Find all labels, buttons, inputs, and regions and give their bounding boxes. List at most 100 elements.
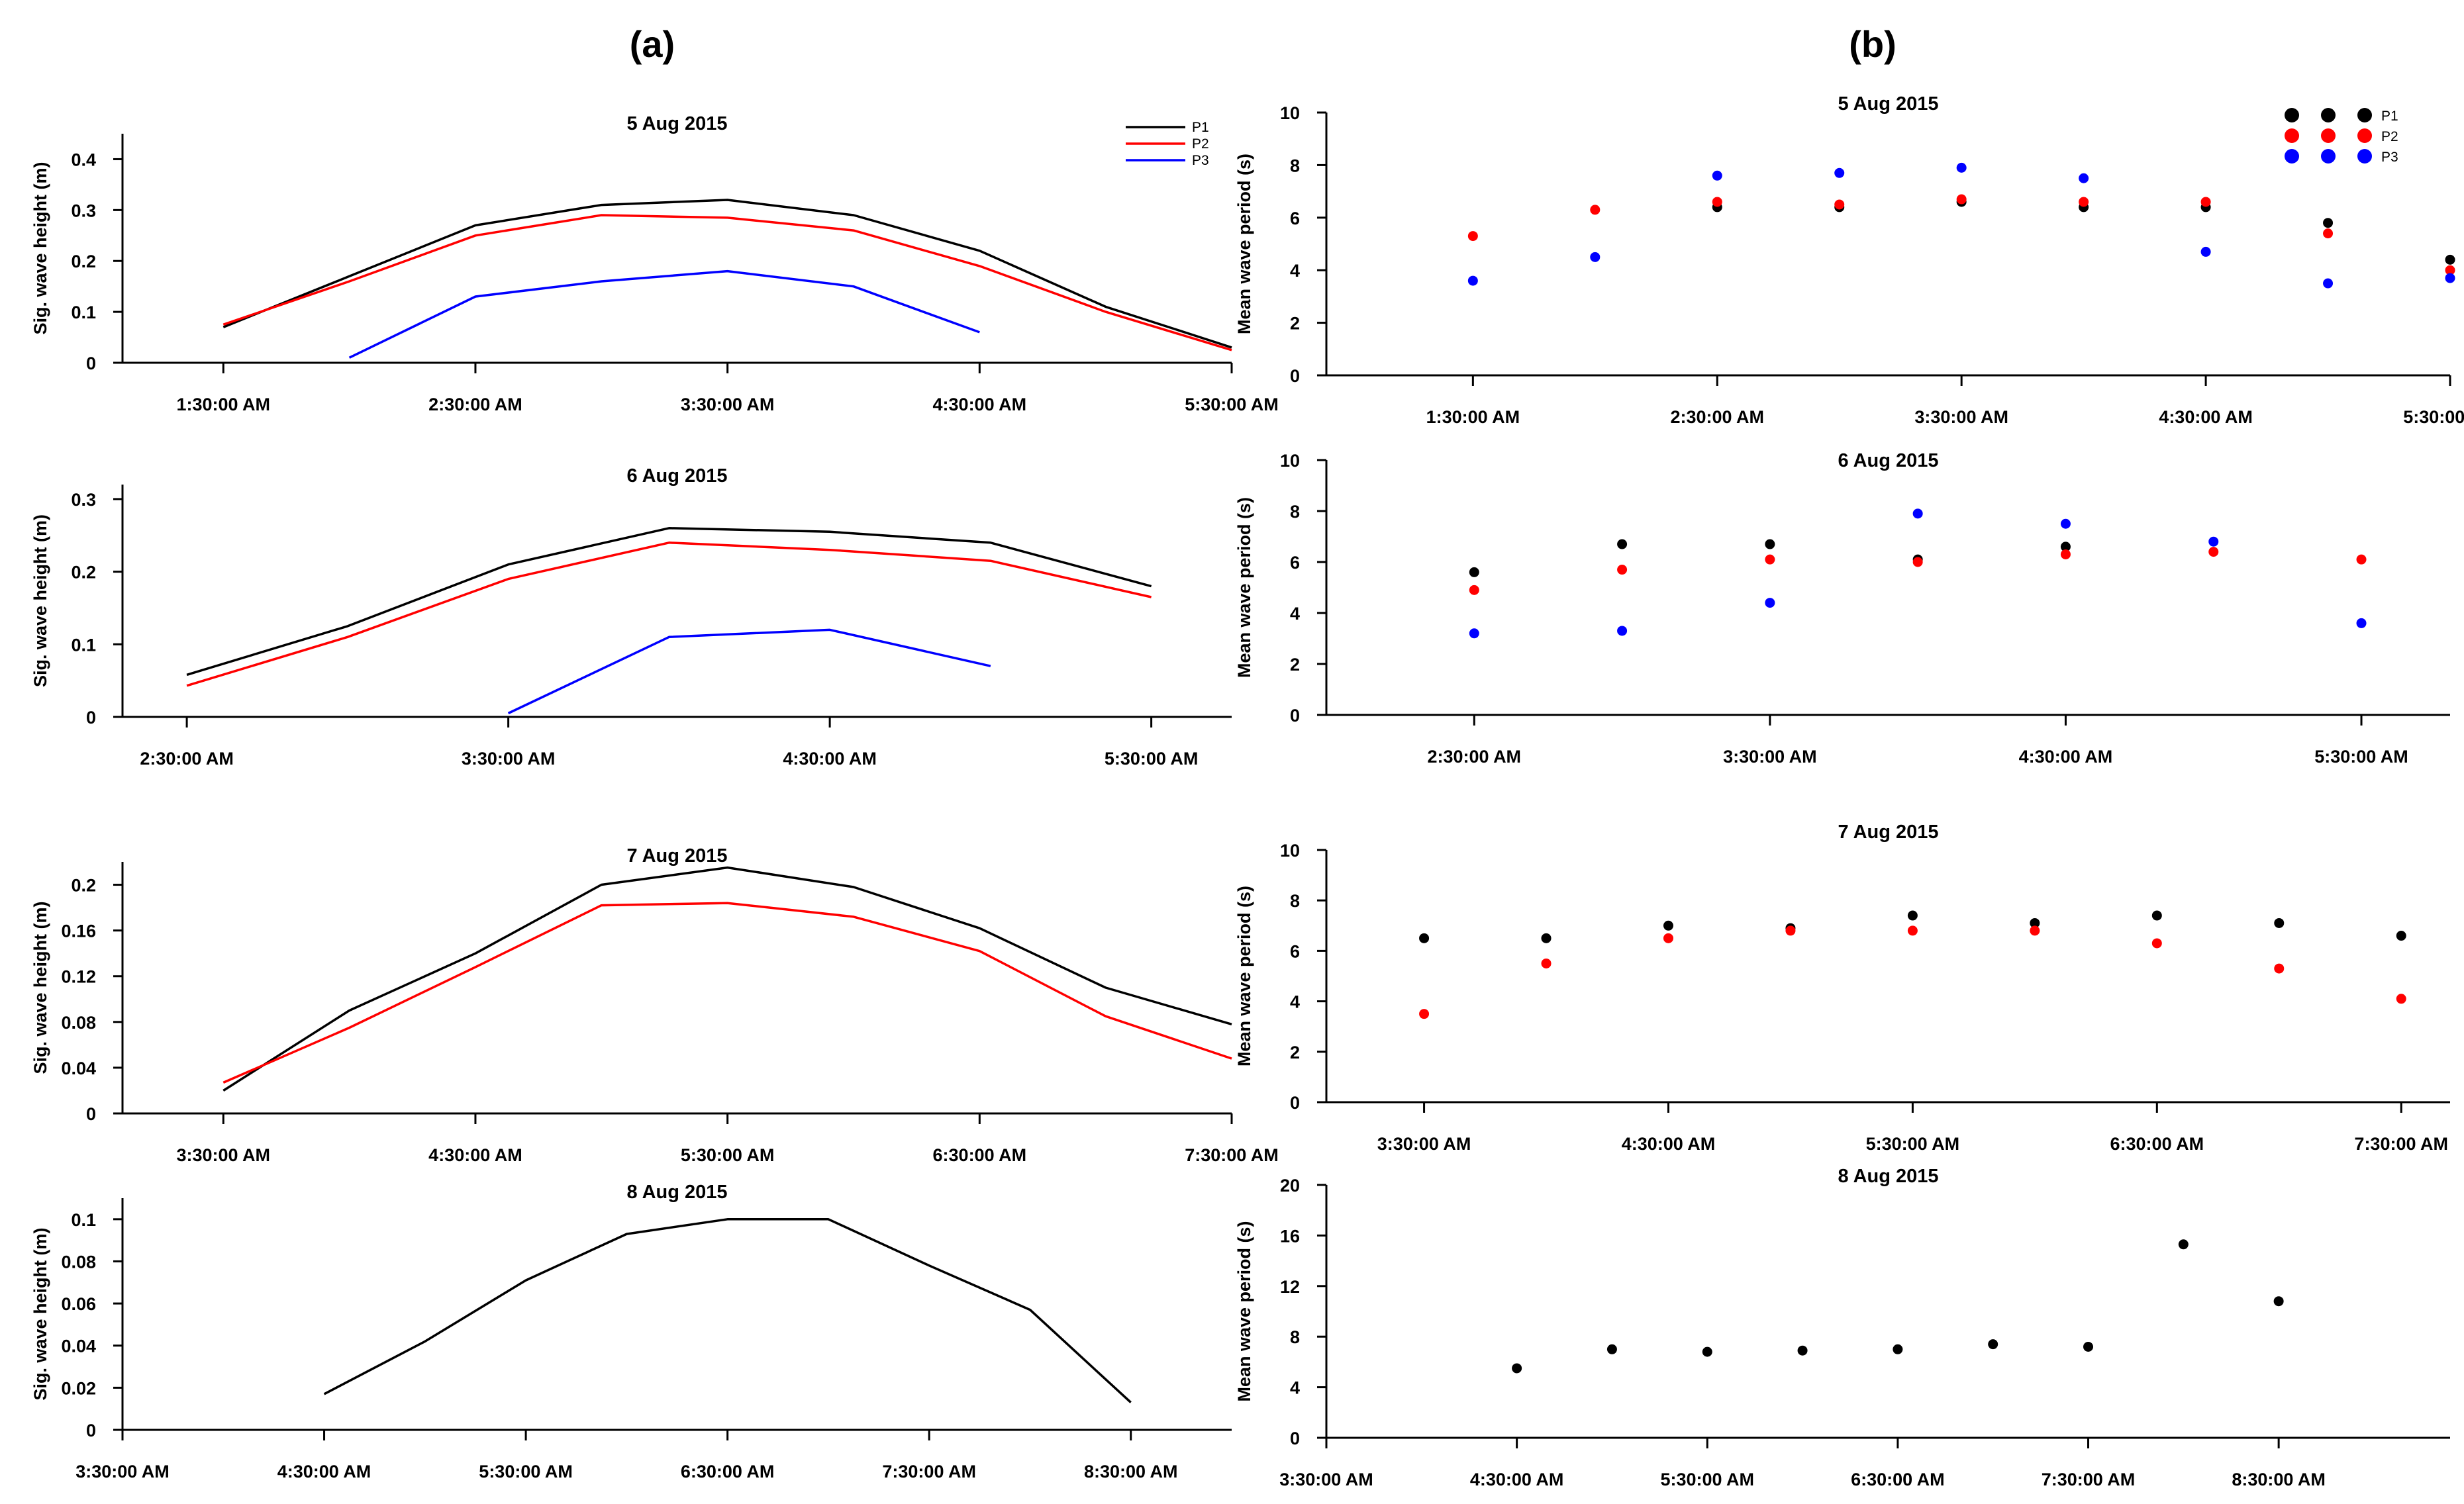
series-line-p3 — [507, 628, 991, 715]
chart-b2: 0 2 4 6 8 10 2:30:00 AM 3:30:00 AM 4:30:00 AM 5:3… — [1234, 450, 2450, 767]
y-tick-label: 8 — [1290, 502, 1300, 522]
x-tick-label: 3:30:00 AM — [1723, 747, 1817, 767]
series-line-p3 — [348, 269, 980, 359]
legend-marker-p3 — [2321, 149, 2336, 164]
data-point-p1 — [1512, 1363, 1522, 1374]
y-tick-label: 0.1 — [71, 1210, 96, 1230]
data-point-p3 — [1712, 170, 1722, 181]
data-point-p1 — [2178, 1239, 2189, 1250]
chart-title: 7 Aug 2015 — [1838, 822, 1938, 843]
data-point-p3 — [1834, 167, 1845, 178]
data-point-p3 — [1469, 628, 1479, 639]
y-tick-label: 0 — [1290, 706, 1300, 726]
charts-container: 0 0.1 0.2 0.3 0.4 1:30:00 AM 2:30:00 AM 3:30:00… — [30, 93, 2464, 1489]
x-tick-label: 3:30:00 AM — [681, 395, 775, 414]
legend-label: P2 — [1192, 136, 1209, 152]
data-point-p2 — [2274, 963, 2285, 974]
y-tick-label: 0.02 — [61, 1378, 96, 1398]
x-tick-label: 7:30:00 AM — [2354, 1134, 2448, 1154]
x-tick-label: 7:30:00 AM — [1185, 1145, 1279, 1165]
x-tick-label: 6:30:00 AM — [2110, 1134, 2204, 1154]
y-axis-label: Sig. wave height (m) — [30, 1227, 50, 1400]
y-tick-label: 0 — [1290, 1429, 1300, 1448]
data-point-p1 — [1797, 1345, 1808, 1356]
x-tick-label: 4:30:00 AM — [783, 749, 877, 769]
y-tick-label: 0.06 — [61, 1294, 96, 1314]
data-point-p1 — [2274, 917, 2285, 928]
y-tick-label: 4 — [1290, 1378, 1300, 1398]
data-point-p2 — [1765, 554, 1775, 565]
y-tick-label: 0.3 — [71, 201, 96, 220]
x-tick-label: 1:30:00 AM — [1426, 407, 1520, 427]
y-tick-label: 0.04 — [61, 1058, 96, 1078]
x-tick-label: 4:30:00 AM — [277, 1462, 371, 1481]
data-point-p2 — [2396, 994, 2406, 1004]
x-tick-label: 3:30:00 AM — [75, 1462, 170, 1481]
x-tick-label: 3:30:00 AM — [1279, 1470, 1373, 1489]
data-point-p1 — [1469, 567, 1479, 577]
series-line-p2 — [222, 214, 1232, 352]
chart-title: 5 Aug 2015 — [626, 113, 727, 134]
y-tick-label: 0 — [1290, 1093, 1300, 1113]
x-tick-label: 4:30:00 AM — [1622, 1134, 1716, 1154]
y-tick-label: 0.1 — [71, 635, 96, 655]
series-line-p1 — [323, 1218, 1132, 1403]
x-tick-label: 5:30:00 AM — [1660, 1470, 1754, 1489]
x-tick-label: 8:30:00 AM — [1084, 1462, 1178, 1481]
data-point-p2 — [1419, 1009, 1430, 1019]
x-tick-label: 6:30:00 AM — [1851, 1470, 1945, 1489]
legend-marker-p2 — [2357, 128, 2372, 143]
legend-label: P3 — [2381, 150, 2398, 165]
data-point-p3 — [1467, 275, 1478, 286]
y-tick-label: 0.08 — [61, 1013, 96, 1033]
y-tick-label: 0.4 — [71, 150, 96, 169]
legend-marker-p2 — [2321, 128, 2336, 143]
x-tick-label: 4:30:00 AM — [2159, 407, 2253, 427]
y-tick-label: 2 — [1290, 655, 1300, 675]
x-tick-label: 5:30:00 AM — [1105, 749, 1199, 769]
data-point-p3 — [1590, 252, 1601, 262]
data-point-p3 — [2060, 518, 2071, 529]
x-tick-label: 2:30:00 AM — [1428, 747, 1522, 767]
y-tick-label: 8 — [1290, 1327, 1300, 1347]
y-tick-label: 0.1 — [71, 303, 96, 322]
data-point-p3 — [2079, 173, 2089, 183]
data-point-p2 — [1834, 199, 1845, 210]
chart-b1: 0 2 4 6 8 10 1:30:00 AM 2:30:00 AM 3:30:00 AM 4:3… — [1234, 93, 2464, 427]
y-axis-label: Sig. wave height (m) — [30, 162, 50, 334]
data-point-p2 — [1663, 933, 1673, 943]
x-tick-label: 5:30:00 AM — [479, 1462, 573, 1481]
data-point-p1 — [2030, 917, 2040, 928]
data-point-p1 — [1617, 539, 1628, 549]
legend-marker-p1 — [2357, 108, 2372, 122]
legend-marker-p3 — [2357, 149, 2372, 164]
y-tick-label: 4 — [1290, 992, 1300, 1012]
data-point-p2 — [2079, 197, 2089, 207]
chart-b4: 0 4 8 12 16 20 3:30:00 AM 4:30:00 AM 5:30:00 AM 6… — [1234, 1166, 2450, 1489]
y-tick-label: 0.12 — [61, 967, 96, 987]
x-tick-label: 4:30:00 AM — [1470, 1470, 1564, 1489]
x-tick-label: 6:30:00 AM — [681, 1462, 775, 1481]
y-tick-label: 0.04 — [61, 1337, 96, 1356]
x-tick-label: 2:30:00 AM — [140, 749, 234, 769]
data-point-p2 — [2151, 938, 2162, 949]
y-axis-label: Mean wave period (s) — [1234, 154, 1254, 334]
data-point-p2 — [2200, 197, 2211, 207]
data-point-p2 — [1907, 925, 1918, 936]
chart-title: 8 Aug 2015 — [626, 1182, 727, 1203]
y-tick-label: 0 — [86, 1104, 96, 1124]
x-tick-label: 3:30:00 AM — [1914, 407, 2008, 427]
data-point-p2 — [1541, 958, 1552, 968]
y-tick-label: 6 — [1290, 941, 1300, 961]
legend-label: P3 — [1192, 153, 1209, 168]
series-line-p2 — [186, 541, 1152, 687]
chart-title: 7 Aug 2015 — [626, 845, 727, 867]
y-tick-label: 10 — [1280, 841, 1300, 861]
data-point-p1 — [2396, 931, 2406, 941]
y-axis-label: Mean wave period (s) — [1234, 1221, 1254, 1401]
data-point-p2 — [1467, 231, 1478, 242]
y-tick-label: 0.2 — [71, 252, 96, 271]
data-point-p1 — [1663, 920, 1673, 931]
data-point-p2 — [1590, 205, 1601, 215]
